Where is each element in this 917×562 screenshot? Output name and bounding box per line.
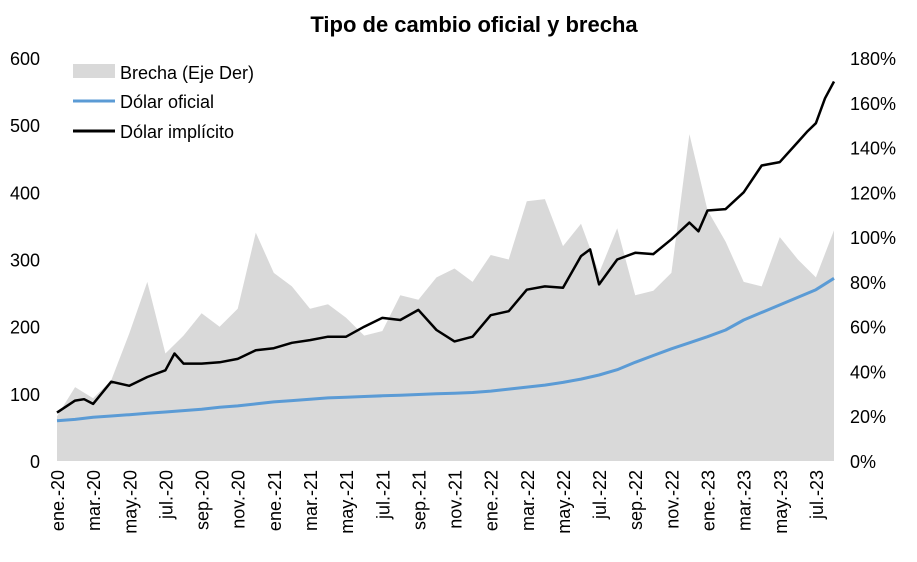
- x-axis-tick-label: ene.-20: [48, 470, 68, 531]
- x-axis-ticks: ene.-20 mar.-20 may.-20 jul.-20 sep.-20 nov.-…: [48, 470, 827, 534]
- x-axis-tick-label: may.-23: [771, 470, 791, 534]
- x-axis-tick-label: sep.-21: [409, 470, 429, 530]
- right-axis-tick-label: 160%: [850, 94, 896, 114]
- right-axis-tick-label: 100%: [850, 228, 896, 248]
- left-axis-tick-label: 200: [10, 318, 40, 338]
- x-axis-tick-label: sep.-22: [626, 470, 646, 530]
- left-axis-tick-label: 400: [10, 183, 40, 203]
- left-axis-tick-label: 600: [10, 49, 40, 69]
- right-axis-tick-label: 180%: [850, 49, 896, 69]
- legend-label-implicito: Dólar implícito: [120, 122, 234, 142]
- dolar-implicito-line: [56, 80, 836, 414]
- right-axis-tick-label: 140%: [850, 139, 896, 159]
- right-axis-ticks: 0% 20% 40% 60% 80% 100% 120% 140% 160% 180%: [850, 49, 896, 472]
- right-axis-tick-label: 120%: [850, 183, 896, 203]
- x-axis-tick-label: nov.-22: [662, 470, 682, 529]
- x-axis-tick-label: ene.-22: [482, 470, 502, 531]
- x-axis-tick-label: ene.-23: [699, 470, 719, 531]
- left-axis-ticks: 0 100 200 300 400 500 600: [10, 49, 40, 472]
- dolar-oficial-line: [56, 277, 835, 423]
- brecha-area: [57, 134, 834, 461]
- series-lines-layer: [56, 80, 836, 423]
- x-axis-tick-label: nov.-20: [229, 470, 249, 529]
- left-axis-tick-label: 0: [30, 452, 40, 472]
- x-axis-tick-label: jul.-23: [807, 470, 827, 520]
- legend-swatch-brecha: [73, 64, 115, 78]
- brecha-area-layer: [57, 134, 834, 461]
- x-axis-tick-label: jul.-21: [373, 470, 393, 520]
- x-axis-tick-label: mar.-22: [518, 470, 538, 531]
- x-axis-tick-label: mar.-20: [84, 470, 104, 531]
- x-axis-tick-label: sep.-20: [193, 470, 213, 530]
- left-axis-tick-label: 500: [10, 116, 40, 136]
- right-axis-tick-label: 60%: [850, 318, 886, 338]
- left-axis-tick-label: 100: [10, 385, 40, 405]
- x-axis-tick-label: mar.-21: [301, 470, 321, 531]
- x-axis-tick-label: nov.-21: [446, 470, 466, 529]
- chart-title: Tipo de cambio oficial y brecha: [310, 12, 638, 37]
- left-axis-tick-label: 300: [10, 251, 40, 271]
- right-axis-tick-label: 0%: [850, 452, 876, 472]
- x-axis-tick-label: ene.-21: [265, 470, 285, 531]
- legend-label-brecha: Brecha (Eje Der): [120, 63, 254, 83]
- x-axis-tick-label: may.-21: [337, 470, 357, 534]
- x-axis-tick-label: may.-20: [120, 470, 140, 534]
- legend-label-oficial: Dólar oficial: [120, 92, 214, 112]
- x-axis-tick-label: jul.-20: [156, 470, 176, 520]
- right-axis-tick-label: 20%: [850, 407, 886, 427]
- right-axis-tick-label: 40%: [850, 362, 886, 382]
- x-axis-tick-label: may.-22: [554, 470, 574, 534]
- right-axis-tick-label: 80%: [850, 273, 886, 293]
- x-axis-tick-label: mar.-23: [735, 470, 755, 531]
- legend: Brecha (Eje Der) Dólar oficial Dólar imp…: [73, 63, 254, 142]
- x-axis-tick-label: jul.-22: [590, 470, 610, 520]
